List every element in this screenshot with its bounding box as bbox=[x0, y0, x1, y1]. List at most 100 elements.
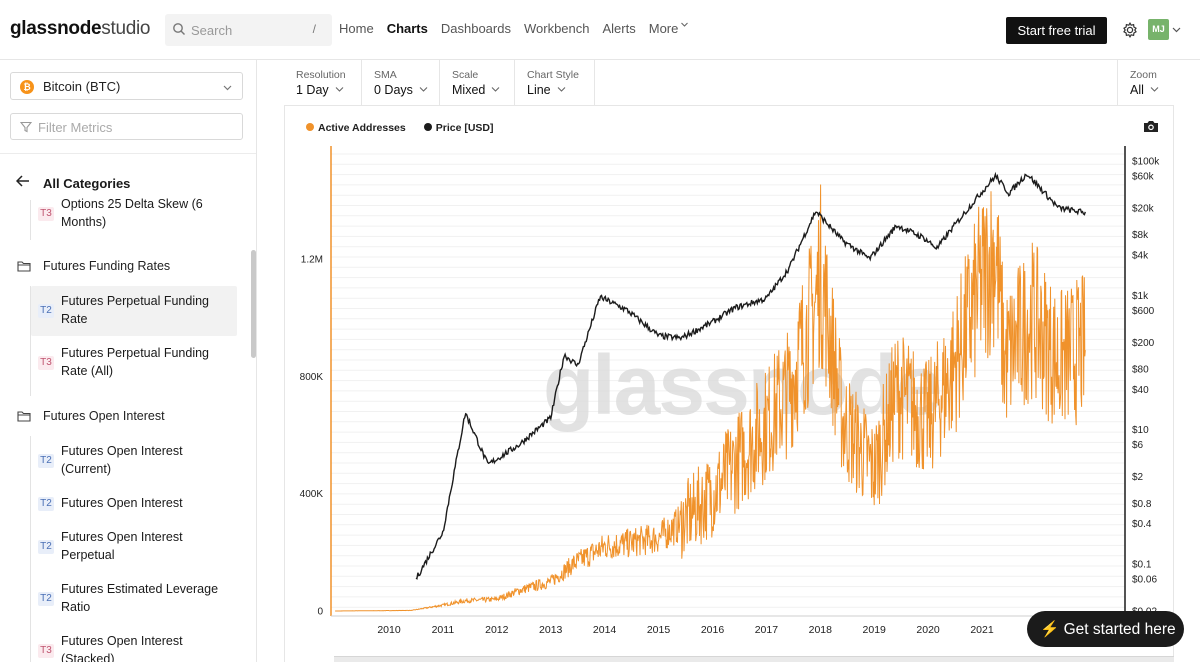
chart-style-value: Line bbox=[527, 83, 551, 97]
scale-value: Mixed bbox=[452, 83, 486, 97]
resolution-dropdown[interactable]: Resolution 1 Day bbox=[284, 60, 362, 106]
tier-badge: T2 bbox=[38, 497, 54, 511]
x-tick-label: 2020 bbox=[916, 624, 940, 636]
series-line-price bbox=[415, 171, 1086, 580]
filter-metrics-input[interactable] bbox=[38, 119, 228, 135]
asset-selector-value: Bitcoin (BTC) bbox=[43, 79, 121, 94]
zoom-value: All bbox=[1130, 83, 1144, 97]
sma-dropdown[interactable]: SMA 0 Days bbox=[362, 60, 440, 106]
sma-value: 0 Days bbox=[374, 83, 413, 97]
metric-item[interactable]: Futures Open Interest Perpetual bbox=[61, 530, 183, 562]
top-bar: glassnodestudio / Home Charts Dashboards Wo… bbox=[0, 0, 1200, 60]
sma-label: SMA bbox=[374, 69, 397, 81]
metric-item[interactable]: Futures Open Interest (Current) bbox=[61, 444, 183, 476]
category-guide-line bbox=[30, 286, 31, 396]
scale-dropdown[interactable]: Scale Mixed bbox=[440, 60, 515, 106]
y-right-tick-label: $6 bbox=[1132, 440, 1144, 451]
x-tick-label: 2013 bbox=[539, 624, 563, 636]
legend-swatch bbox=[423, 123, 432, 131]
x-tick-label: 2015 bbox=[647, 624, 671, 636]
nav-home[interactable]: Home bbox=[339, 21, 374, 36]
metrics-sidebar: ₿ Bitcoin (BTC) All Categories T3 Option… bbox=[0, 60, 257, 662]
tier-badge: T3 bbox=[38, 207, 54, 221]
chevron-down-icon bbox=[1150, 87, 1159, 92]
chart-legend: Active Addresses Price [USD] bbox=[306, 122, 494, 134]
search-box[interactable]: / bbox=[165, 14, 332, 46]
nav-workbench[interactable]: Workbench bbox=[523, 21, 590, 36]
chart-area: Active Addresses Price [USD] glassnode 0 4… bbox=[284, 106, 1174, 662]
zoom-dropdown[interactable]: Zoom All bbox=[1117, 60, 1174, 106]
y-right-tick-label: $1k bbox=[1132, 291, 1149, 302]
y-right-tick-label: $8k bbox=[1132, 230, 1149, 241]
chart-toolbar: Resolution 1 Day SMA 0 Days Scale Mixed … bbox=[284, 60, 1174, 106]
y-right-tick-label: $0.06 bbox=[1132, 574, 1157, 585]
y-right-tick-label: $600 bbox=[1132, 306, 1155, 317]
category-folder[interactable]: Futures Funding Rates bbox=[43, 259, 171, 273]
glassnode-logo[interactable]: glassnodestudio bbox=[10, 18, 151, 39]
nav-charts[interactable]: Charts bbox=[386, 21, 428, 36]
chart-style-dropdown[interactable]: Chart Style Line bbox=[515, 60, 595, 106]
avatar[interactable]: MJ bbox=[1148, 19, 1169, 40]
metric-item[interactable]: Futures Perpetual Funding Rate (All) bbox=[61, 346, 210, 378]
y-right-tick-label: $2 bbox=[1132, 472, 1144, 483]
scale-label: Scale bbox=[452, 69, 479, 81]
y-right-tick-label: $200 bbox=[1132, 338, 1155, 349]
asset-selector[interactable]: ₿ Bitcoin (BTC) bbox=[10, 72, 243, 100]
nav-alerts[interactable]: Alerts bbox=[602, 21, 636, 36]
folder-icon bbox=[17, 411, 31, 422]
chevron-down-icon[interactable] bbox=[1172, 25, 1181, 34]
x-tick-label: 2017 bbox=[755, 624, 779, 636]
folder-icon bbox=[17, 261, 31, 272]
y-right-tick-label: $0.1 bbox=[1132, 560, 1152, 571]
x-tick-label: 2021 bbox=[970, 624, 994, 636]
tier-badge: T2 bbox=[38, 454, 54, 468]
camera-icon[interactable] bbox=[1143, 119, 1159, 133]
main-nav: Home Charts Dashboards Workbench Alerts More bbox=[339, 21, 689, 36]
y-right-tick-label: $10 bbox=[1132, 425, 1149, 436]
y-right-tick-label: $4k bbox=[1132, 250, 1149, 261]
filter-metrics-box[interactable] bbox=[10, 113, 243, 140]
nav-more[interactable]: More bbox=[648, 21, 679, 36]
legend-item-price[interactable]: Price [USD] bbox=[423, 122, 494, 134]
y-right-tick-label: $80 bbox=[1132, 365, 1149, 376]
metric-item[interactable]: Futures Open Interest (Stacked) bbox=[61, 634, 183, 662]
selected-metric-highlight bbox=[31, 286, 237, 336]
metric-item[interactable]: Futures Estimated Leverage Ratio bbox=[61, 582, 219, 614]
chart-watermark: glassnode bbox=[543, 338, 940, 432]
gear-icon[interactable] bbox=[1121, 21, 1139, 39]
legend-swatch bbox=[306, 123, 314, 131]
y-left-tick-label: 1.2M bbox=[301, 255, 323, 266]
y-right-tick-label: $40 bbox=[1132, 385, 1149, 396]
sidebar-scrollbar[interactable] bbox=[251, 250, 256, 358]
zoom-label: Zoom bbox=[1130, 69, 1157, 81]
bitcoin-icon: ₿ bbox=[20, 80, 34, 94]
y-left-tick-label: 0 bbox=[317, 607, 323, 618]
series-line-active-addresses bbox=[335, 184, 1086, 612]
chart-navigator[interactable] bbox=[334, 656, 1174, 662]
all-categories-label: All Categories bbox=[43, 176, 131, 191]
metric-item[interactable]: Options 25 Delta Skew (6 Months) bbox=[61, 197, 203, 229]
y-right-tick-label: $60k bbox=[1132, 171, 1155, 182]
x-tick-label: 2018 bbox=[809, 624, 833, 636]
tier-badge: T2 bbox=[38, 592, 54, 606]
search-shortcut-hint: / bbox=[312, 22, 316, 36]
category-guide-line bbox=[30, 200, 31, 240]
tier-badge: T3 bbox=[38, 644, 54, 658]
chevron-down-icon bbox=[419, 87, 428, 92]
nav-dashboards[interactable]: Dashboards bbox=[440, 21, 511, 36]
category-folder[interactable]: Futures Open Interest bbox=[43, 409, 165, 423]
get-started-button[interactable]: ⚡ Get started here bbox=[1027, 611, 1184, 647]
resolution-label: Resolution bbox=[296, 69, 346, 81]
y-right-tick-label: $20k bbox=[1132, 204, 1155, 215]
active-addresses-price-chart[interactable]: glassnode 0 400K 800K 1.2M $100k $60k $20k $8k $4… bbox=[285, 106, 1173, 662]
arrow-left-icon[interactable] bbox=[16, 175, 30, 187]
metric-item[interactable]: Futures Open Interest bbox=[61, 496, 183, 510]
legend-item-active-addresses[interactable]: Active Addresses bbox=[306, 122, 406, 134]
chevron-down-icon bbox=[557, 87, 566, 92]
search-icon bbox=[173, 23, 185, 35]
search-input[interactable] bbox=[191, 20, 301, 40]
metric-item[interactable]: Futures Perpetual Funding Rate bbox=[61, 294, 210, 326]
start-free-trial-button[interactable]: Start free trial bbox=[1006, 17, 1107, 44]
tier-badge: T3 bbox=[38, 356, 54, 370]
sidebar-divider bbox=[0, 153, 256, 154]
